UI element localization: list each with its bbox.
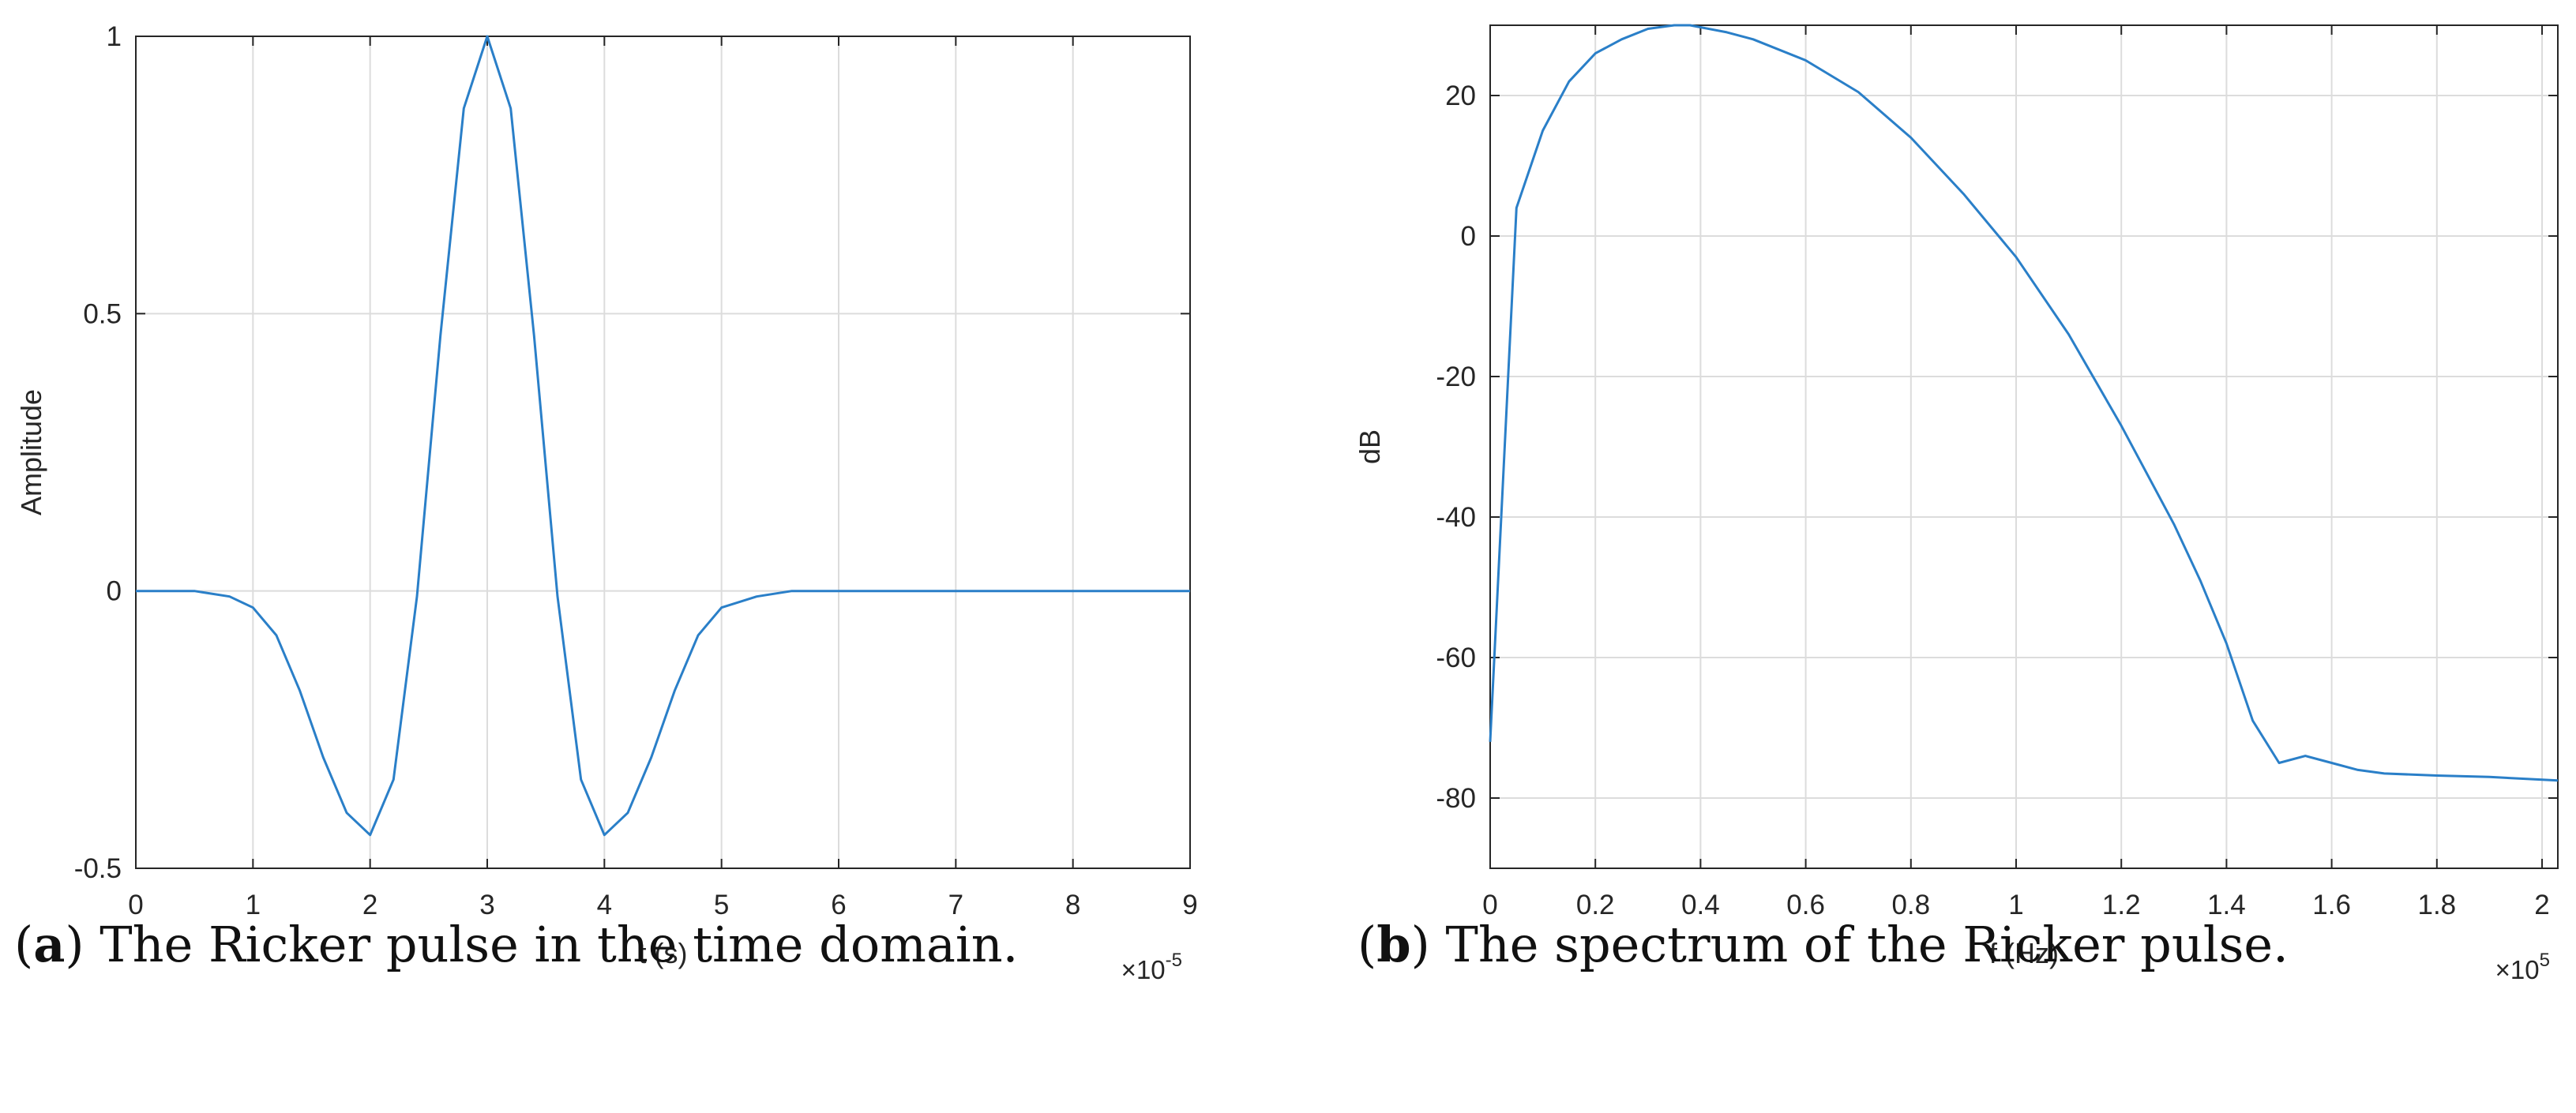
chart-1-xtick-label-7: 1.4 (2207, 890, 2246, 920)
ricker-spectrum-chart: 0 0.2 0.4 0.6 0.8 1 1.2 1.4 1.6 1.8 2 -80 -60 -40 -20 0… (1354, 24, 2559, 984)
chart-1-xtick-label-2: 0.4 (1681, 890, 1720, 920)
chart-0-xtick-label-4: 4 (597, 890, 612, 920)
chart-1-ylabel: dB (1354, 429, 1386, 464)
chart-1-xtick-label-10: 2 (2534, 890, 2549, 920)
chart-1-xtick-label-0: 0 (1482, 890, 1497, 920)
chart-1-x-multiplier: ×105 (2495, 950, 2550, 984)
chart-1-series-0-line (1489, 24, 2559, 782)
chart-1-ytick-label-2: -40 (1436, 502, 1476, 533)
chart-1-axes-frame (1489, 24, 2559, 869)
chart-1-group: 0 0.2 0.4 0.6 0.8 1 1.2 1.4 1.6 1.8 2 -80 -60 -40 -20 0… (1354, 24, 2559, 984)
chart-0-ytick-label-0: -0.5 (74, 853, 122, 884)
chart-1-xtick-label-9: 1.8 (2417, 890, 2456, 920)
chart-0-xtick-label-5: 5 (714, 890, 729, 920)
chart-0-xtick-label-6: 6 (831, 890, 846, 920)
chart-0-x-multiplier-exp: -5 (1166, 950, 1182, 971)
chart-1-xtick-label-6: 1.2 (2102, 890, 2141, 920)
caption-a-letter: a (33, 916, 66, 973)
chart-0-ytick-label-3: 1 (107, 21, 122, 52)
caption-a: (a) The Ricker pulse in the time domain. (14, 916, 1019, 973)
ricker-time-chart: 0 1 2 3 4 5 6 7 8 9-0.500.51t (s)Amplitude×10-5 (15, 21, 1198, 984)
caption-b-letter: b (1376, 916, 1411, 973)
chart-0-xtick-label-1: 1 (246, 890, 261, 920)
chart-1-ytick-label-0: -80 (1436, 783, 1476, 814)
chart-0-xtick-label-7: 7 (948, 890, 963, 920)
chart-0-xtick-label-9: 9 (1182, 890, 1197, 920)
chart-0-group: 0 1 2 3 4 5 6 7 8 9-0.500.51t (s)Amplitude×10-5 (15, 21, 1198, 984)
chart-0-xtick-label-0: 0 (128, 890, 143, 920)
chart-1-xtick-label-8: 1.6 (2312, 890, 2351, 920)
chart-0-ytick-label-2: 0.5 (83, 298, 122, 329)
panel-time-domain: 0 1 2 3 4 5 6 7 8 9 -0.5 0 0.5 1 t (s) Amplitude ×10-5 (… (0, 0, 1288, 1109)
chart-1-ytick-label-4: 0 (1461, 221, 1476, 252)
chart-1-xlabel: f (Hz) (1989, 937, 2059, 969)
chart-0-ytick-label-1: 0 (107, 576, 122, 607)
chart-1-ytick-label-3: -20 (1436, 362, 1476, 392)
chart-0-x-multiplier: ×10-5 (1121, 950, 1182, 984)
chart-0-xtick-label-8: 8 (1065, 890, 1080, 920)
chart-1-xtick-label-1: 0.2 (1576, 890, 1615, 920)
caption-a-text: The Ricker pulse in the time domain. (84, 916, 1019, 973)
chart-1-xtick-label-3: 0.6 (1786, 890, 1825, 920)
chart-0-series-0-line (136, 35, 1190, 837)
chart-0-xtick-label-2: 2 (362, 890, 377, 920)
chart-0-ylabel: Amplitude (15, 389, 47, 515)
chart-0-xtick-label-3: 3 (479, 890, 494, 920)
chart-0-axes-frame (135, 36, 1191, 869)
chart-0-xlabel: t (s) (639, 937, 688, 969)
caption-b-text: The spectrum of the Ricker pulse. (1429, 916, 2289, 973)
chart-1-ytick-label-1: -60 (1436, 643, 1476, 673)
chart-1-xtick-label-5: 1 (2008, 890, 2023, 920)
chart-1-ytick-label-5: 20 (1445, 81, 1476, 111)
chart-1-xtick-label-4: 0.8 (1891, 890, 1930, 920)
caption-b: (b) The spectrum of the Ricker pulse. (1357, 916, 2289, 973)
chart-1-x-multiplier-exp: 5 (2540, 950, 2550, 971)
panel-spectrum: 0 0.2 0.4 0.6 0.8 1 1.2 1.4 1.6 1.8 2 -80 -60 -40 -20 0… (1288, 0, 2576, 1109)
